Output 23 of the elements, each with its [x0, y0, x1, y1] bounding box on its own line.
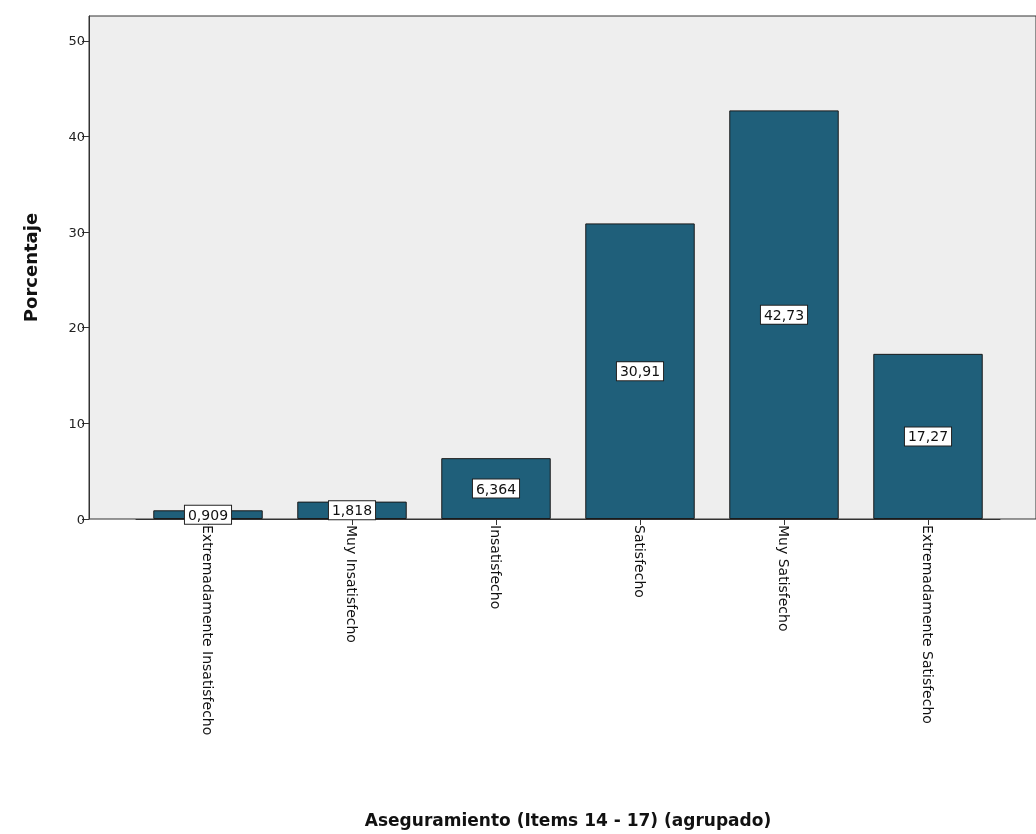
y-tick-label: 10 [68, 415, 85, 431]
x-tick-label: Muy Satisfecho [776, 525, 792, 632]
y-axis-title: Porcentaje [19, 212, 41, 323]
x-tick-label: Muy Insatisfecho [344, 525, 360, 643]
data-label: 0,909 [187, 506, 229, 523]
bar [585, 223, 695, 519]
x-tick-label: Extremadamente Insatisfecho [200, 525, 216, 736]
y-tick-label: 0 [76, 511, 85, 527]
x-axis-title: Aseguramiento (Items 14 - 17) (agrupado) [364, 809, 772, 830]
data-label: 17,27 [907, 428, 949, 445]
x-tick-label: Satisfecho [632, 525, 648, 598]
data-label: 30,91 [619, 363, 661, 380]
y-tick-label: 50 [68, 33, 85, 49]
y-tick-label: 40 [68, 128, 85, 144]
bar [729, 110, 839, 519]
data-label: 1,818 [331, 502, 373, 519]
x-tick-label: Insatisfecho [488, 525, 504, 610]
x-tick-label: Extremadamente Satisfecho [920, 525, 936, 724]
data-label: 6,364 [475, 480, 517, 497]
bar [873, 353, 983, 519]
y-tick-label: 20 [68, 320, 85, 336]
y-tick-label: 30 [68, 224, 85, 240]
data-label: 42,73 [763, 306, 805, 323]
